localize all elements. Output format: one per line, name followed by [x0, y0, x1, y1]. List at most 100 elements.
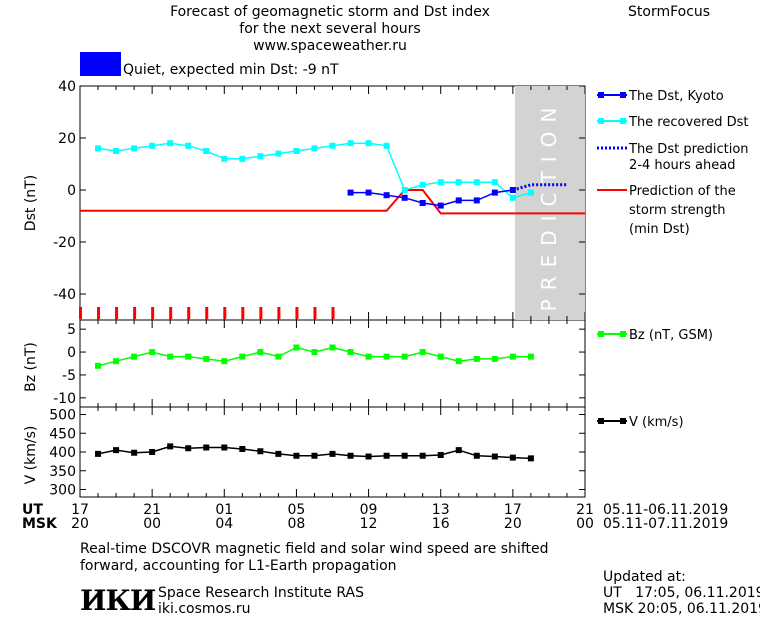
dst-kyoto-line-point — [491, 189, 498, 196]
legend-recovered-dst: The recovered Dst — [597, 115, 748, 130]
msk-tick-label: 16 — [431, 516, 450, 532]
y-tick-label: 5 — [67, 322, 76, 338]
legend-bz: Bz (nT, GSM) — [597, 328, 713, 343]
v-line-point — [437, 452, 444, 458]
panel-frame — [79, 319, 586, 408]
dst-kyoto-line-point — [437, 202, 444, 209]
recovered-dst-line-point — [257, 153, 264, 160]
msk-axis-label: MSK — [22, 516, 57, 532]
v-line-point — [455, 447, 462, 454]
v-line-point — [221, 444, 228, 451]
recovered-dst-line-point — [365, 140, 372, 147]
bz-line-point — [365, 353, 372, 360]
v-line-point — [203, 444, 210, 451]
v-line-point — [185, 445, 192, 452]
recovered-dst-line-point — [527, 189, 534, 196]
legend-label: V (km/s) — [629, 415, 684, 430]
recovered-dst-line-point — [491, 179, 498, 186]
msk-tick-label: 00 — [143, 516, 162, 532]
y-tick-label: 500 — [49, 408, 76, 424]
bz-line-point — [491, 355, 498, 362]
bz-line-point — [131, 353, 138, 360]
y-tick-label: -20 — [53, 235, 76, 251]
institute-site[interactable]: iki.cosmos.ru — [158, 601, 251, 617]
dst-kyoto-line-point — [509, 187, 516, 193]
ut-tick-label: 21 — [143, 502, 162, 518]
y-tick-label: 350 — [49, 464, 76, 480]
v-line-point — [509, 454, 516, 461]
y-tick-label: 20 — [58, 131, 76, 147]
y-tick-label: -10 — [53, 391, 76, 407]
dst-kyoto-line-point — [473, 197, 480, 204]
ut-date-range: 05.11-06.11.2019 — [603, 502, 729, 518]
msk-date-range: 05.11-07.11.2019 — [603, 516, 729, 532]
recovered-dst-line-point — [329, 142, 336, 149]
v-line-point — [365, 453, 372, 460]
dst-prediction-line — [512, 183, 567, 192]
status-color-swatch — [80, 52, 121, 76]
v-line-point — [401, 452, 408, 459]
v-line-point — [95, 450, 102, 457]
recovered-dst-line-point — [473, 179, 480, 186]
recovered-dst-line-point — [419, 181, 426, 188]
legend-v: V (km/s) — [597, 415, 684, 430]
recovered-dst-line-point — [113, 148, 120, 154]
bz-line-point — [311, 349, 318, 356]
legend-dst-prediction: The Dst prediction 2-4 hours ahead — [597, 142, 749, 173]
ut-tick-label: 17 — [71, 502, 89, 518]
recovered-dst-line-point — [509, 194, 516, 201]
v-line-point — [293, 452, 300, 459]
legend-dst-kyoto: The Dst, Kyoto — [597, 89, 724, 104]
bz-line-point — [419, 349, 426, 356]
y-tick-label: 400 — [49, 445, 76, 461]
bz-line-point — [455, 358, 462, 365]
storm-strength-line — [80, 189, 585, 215]
bz-line-point — [149, 349, 156, 356]
legend-label: Prediction of the — [629, 184, 736, 199]
v-line-point — [167, 443, 174, 450]
brand-name: StormFocus — [628, 4, 711, 20]
bz-line-point — [167, 353, 174, 360]
bz-line-point — [473, 355, 480, 362]
bz-line-point — [203, 355, 210, 362]
footer-note-line1: Real-time DSCOVR magnetic field and sola… — [80, 541, 549, 557]
y-tick-label: 300 — [49, 483, 76, 499]
iki-logo: ИКИ — [80, 584, 156, 617]
y-tick-label: 450 — [49, 426, 76, 442]
source-url[interactable]: www.spaceweather.ru — [253, 38, 407, 54]
legend-label: The recovered Dst — [628, 115, 748, 130]
footer-note-line2: forward, accounting for L1-Earth propaga… — [80, 558, 397, 574]
bz-line-point — [509, 353, 516, 360]
recovered-dst-line-point — [221, 155, 228, 162]
recovered-dst-line-point — [293, 148, 300, 154]
recovered-dst-line-point — [239, 155, 246, 162]
dst-kyoto-line-point — [383, 192, 390, 199]
msk-tick-label: 20 — [71, 516, 89, 532]
recovered-dst-line-point — [347, 140, 354, 147]
v-line-point — [527, 455, 534, 462]
msk-tick-label: 00 — [576, 516, 594, 532]
recovered-dst-line-point — [455, 179, 462, 186]
legend-label: storm strength — [629, 203, 726, 218]
legend-label: 2-4 hours ahead — [629, 158, 735, 173]
dst-kyoto-line — [350, 189, 514, 207]
msk-tick-label: 08 — [287, 516, 306, 532]
recovered-dst-line-point — [185, 142, 192, 149]
bz-line-point — [185, 353, 192, 360]
y-tick-label: -40 — [53, 287, 76, 303]
y-tick-label: 0 — [67, 183, 76, 199]
panel-frame — [79, 85, 586, 321]
recovered-dst-line-point — [149, 142, 156, 149]
v-line-point — [275, 450, 282, 457]
status-text: Quiet, expected min Dst: -9 nT — [123, 62, 339, 78]
recovered-dst-line-point — [383, 142, 390, 149]
legend-storm-strength: Prediction of the storm strength (min Ds… — [597, 184, 736, 237]
legend-label: The Dst prediction — [628, 142, 749, 157]
bz-line-point — [275, 353, 282, 360]
dst-kyoto-line-point — [455, 197, 462, 204]
dst-kyoto-line-point — [419, 200, 426, 206]
y-tick-label: -5 — [62, 368, 76, 384]
bz-line-point — [527, 353, 534, 360]
bz-line-point — [437, 353, 444, 360]
ut-tick-label: 13 — [431, 502, 450, 518]
